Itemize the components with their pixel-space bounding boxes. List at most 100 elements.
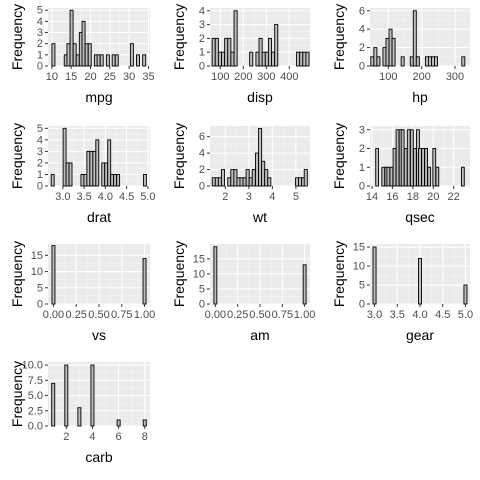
histogram-bar	[107, 139, 112, 187]
histogram-bar	[233, 10, 238, 67]
x-tick-label: 2	[63, 431, 69, 443]
histogram-bar	[258, 37, 263, 67]
histogram-bar	[427, 166, 432, 187]
histogram-bar	[415, 56, 420, 67]
y-tick-label: 4	[359, 24, 365, 36]
x-tick-label: 100	[211, 71, 229, 83]
x-tick-label: 0.25	[66, 309, 87, 321]
histogram-bar	[81, 20, 86, 67]
x-tick-label: 18	[407, 191, 419, 203]
x-tick-label: 5.0	[140, 191, 155, 203]
histogram-bar	[303, 169, 308, 187]
histogram-bar	[435, 166, 440, 187]
histogram-bar	[105, 54, 110, 67]
histogram-bar	[224, 37, 229, 67]
x-tick-label: 35	[142, 71, 154, 83]
y-tick-label: 1	[359, 162, 365, 174]
x-axis-title: mpg	[85, 89, 112, 105]
histogram-bar	[370, 56, 375, 67]
x-tick-label: 3.0	[367, 309, 382, 321]
histogram-bar	[424, 56, 429, 67]
y-axis-title: Frequency	[331, 123, 347, 189]
y-tick-label: 1	[37, 169, 43, 181]
histogram-bar	[84, 43, 89, 67]
x-tick-label: 30	[123, 71, 135, 83]
histogram-bar	[111, 54, 116, 67]
histogram-bar	[418, 148, 422, 187]
x-tick-label: 25	[104, 71, 116, 83]
x-tick-label: 1.00	[294, 309, 315, 321]
histogram-bar	[376, 56, 381, 67]
histogram-bar	[214, 37, 219, 67]
histogram-bar	[409, 56, 414, 67]
histogram-bar	[51, 43, 56, 67]
x-tick-label: 4.5	[119, 191, 134, 203]
histogram-panel-carb: 0.0 2.5 5.0 7.5 10.0 2 4 6 8 carb Frequency	[9, 360, 150, 465]
histogram-bar	[400, 56, 405, 67]
y-axis-title: Frequency	[171, 4, 187, 70]
histogram-panel-wt: 0 2 4 6 2 3 4 5 wt Frequency	[171, 123, 310, 225]
y-tick-label: 0	[359, 299, 365, 311]
histogram-bar	[271, 51, 276, 67]
y-tick-label: 3	[37, 27, 43, 39]
x-axis-title: disp	[247, 89, 273, 105]
y-tick-label: 4	[37, 134, 43, 146]
x-axis-title: vs	[92, 327, 106, 343]
x-tick-label: 4.0	[412, 309, 427, 321]
histogram-bar	[95, 139, 100, 187]
histogram-bar	[460, 166, 465, 187]
histogram-bar	[77, 407, 82, 427]
x-tick-label: 4	[89, 431, 95, 443]
histogram-bar	[116, 174, 121, 187]
histogram-bar	[251, 169, 256, 187]
histogram-bar	[413, 148, 417, 187]
y-tick-label: 3	[359, 124, 365, 136]
x-tick-label: 300	[446, 71, 464, 83]
histogram-bar	[75, 54, 80, 67]
y-axis-title: Frequency	[331, 241, 347, 307]
y-tick-label: 5	[37, 5, 43, 17]
histogram-bar	[381, 166, 386, 187]
x-tick-label: 0.75	[111, 309, 132, 321]
x-tick-label: 300	[257, 71, 275, 83]
y-axis-title: Frequency	[9, 123, 25, 189]
histogram-bar	[142, 258, 147, 305]
x-tick-label: 4	[269, 191, 275, 203]
x-tick-label: 2	[222, 191, 228, 203]
histogram-bar	[391, 37, 396, 67]
x-tick-label: 5	[293, 191, 299, 203]
histogram-bar	[418, 257, 422, 305]
x-tick-label: 0.00	[205, 309, 226, 321]
x-tick-label: 3.0	[55, 191, 70, 203]
x-axis-title: carb	[85, 449, 112, 465]
y-tick-label: 15	[193, 253, 205, 265]
histogram-bar	[461, 56, 466, 67]
y-tick-label: 2	[359, 143, 365, 155]
x-tick-label: 1.00	[134, 309, 155, 321]
x-tick-label: 8	[142, 431, 148, 443]
y-axis-title: Frequency	[171, 123, 187, 189]
y-tick-label: 4	[199, 148, 205, 160]
x-axis-title: wt	[252, 209, 267, 225]
x-tick-label: 200	[234, 71, 252, 83]
histogram-bar	[90, 364, 95, 427]
y-tick-label: 10	[353, 261, 365, 273]
y-tick-label: 4	[37, 16, 43, 28]
histogram-bar	[261, 51, 266, 67]
histogram-bar	[211, 37, 216, 67]
y-tick-label: 0	[199, 61, 205, 73]
x-tick-label: 0.50	[88, 309, 109, 321]
y-tick-label: 5	[199, 283, 205, 295]
y-tick-label: 0.0	[28, 421, 43, 433]
histogram-bar	[51, 245, 56, 305]
y-tick-label: 5	[37, 123, 43, 135]
histogram-bar	[51, 382, 56, 427]
histogram-bar	[299, 51, 304, 67]
y-tick-label: 7.5	[28, 375, 43, 387]
histogram-bar	[434, 56, 438, 67]
histogram-bar	[382, 47, 387, 67]
y-tick-label: 0	[199, 181, 205, 193]
y-axis-title: Frequency	[9, 361, 25, 427]
